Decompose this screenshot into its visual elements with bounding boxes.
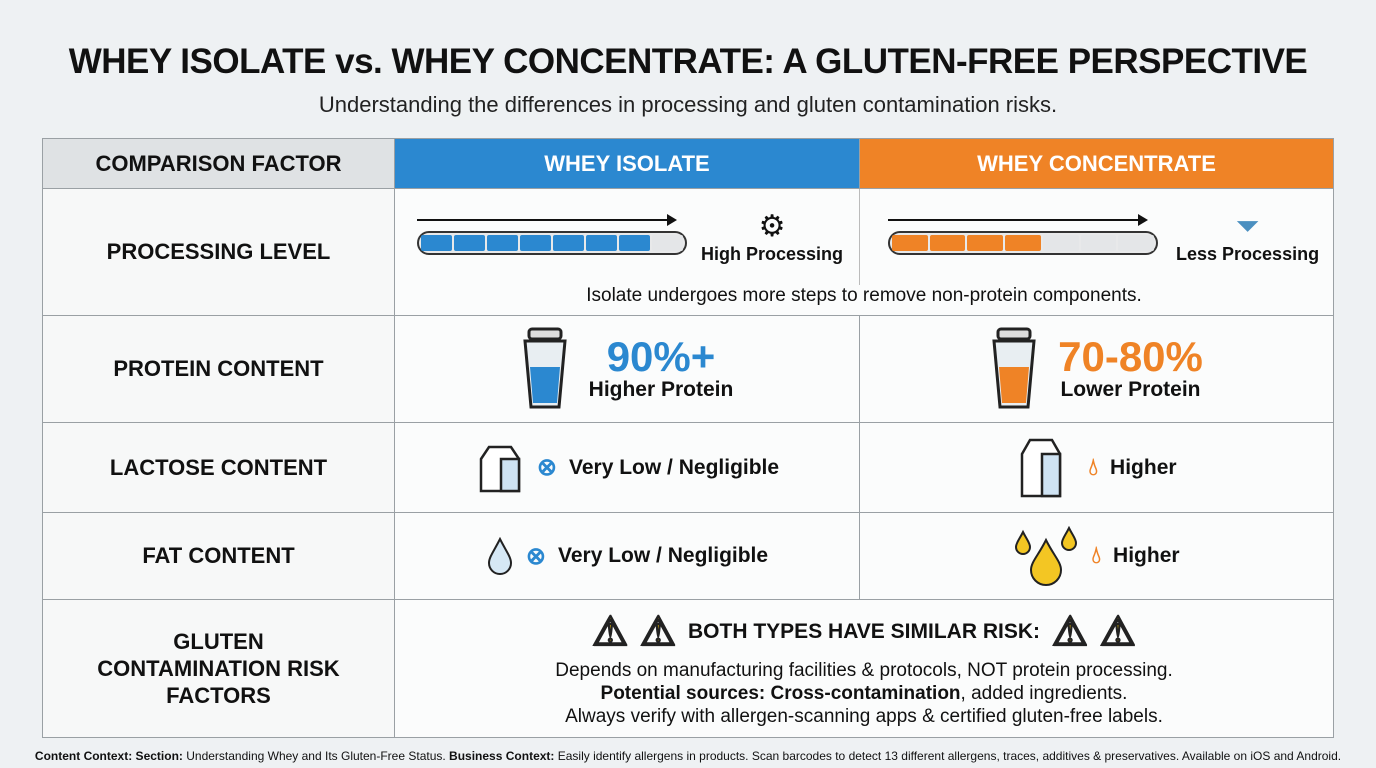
shaker-icon: [992, 327, 1036, 409]
risk-line-1: Depends on manufacturing facilities & pr…: [555, 660, 1173, 681]
progress-segment: [586, 235, 617, 251]
footer-text-business: Easily identify allergens in products. S…: [554, 749, 1342, 763]
risk-sources-bold: Potential sources: Cross-contamination: [600, 683, 961, 704]
concentrate-protein-text: Lower Protein: [1060, 378, 1201, 401]
isolate-processing-bar: [417, 231, 687, 255]
risk-line-3: Always verify with allergen-scanning app…: [565, 706, 1163, 727]
droplet-icon: 💧︎: [1091, 542, 1102, 569]
concentrate-lactose-text: Higher: [1110, 455, 1177, 479]
isolate-protein-text: Higher Protein: [588, 378, 734, 401]
droplet-icon: 💧︎: [1088, 453, 1099, 481]
x-circle-icon: ⊗: [525, 542, 547, 570]
concentrate-protein-value: 70-80%: [1058, 333, 1203, 380]
warning-icon: ⚠: [1099, 610, 1136, 655]
isolate-lactose-text: Very Low / Negligible: [569, 455, 780, 479]
factor-label: FAT CONTENT: [42, 512, 395, 600]
processing-note: Isolate undergoes more steps to remove n…: [586, 285, 1142, 306]
footer-label-content: Content Context: Section:: [34, 749, 183, 763]
page-subtitle: Understanding the differences in process…: [318, 92, 1058, 117]
factor-label: PROCESSING LEVEL: [42, 188, 395, 316]
progress-segment: [454, 235, 485, 251]
isolate-protein-value: 90%+: [606, 333, 716, 380]
progress-segment: [619, 235, 650, 251]
progress-segment: [487, 235, 518, 251]
progress-segment: [892, 235, 928, 251]
factor-label: GLUTEN CONTAMINATION RISK FACTORS: [42, 599, 395, 738]
progress-segment: [520, 235, 551, 251]
footer: Content Context: Section: Understanding …: [0, 749, 1376, 763]
header-concentrate: WHEY CONCENTRATE: [859, 138, 1334, 189]
concentrate-fat-text: Higher: [1113, 544, 1180, 567]
factor-label: LACTOSE CONTENT: [42, 422, 395, 513]
funnel-icon: ⏷: [1235, 209, 1260, 243]
milk-carton-icon: [479, 445, 521, 492]
progress-segment: [421, 235, 452, 251]
progress-segment: [1118, 235, 1155, 251]
droplet-icon: [487, 537, 512, 575]
row-fat: FAT CONTENT ⊗ Very Low / Negligible 💧︎ Hig…: [42, 512, 1334, 600]
progress-segment: [967, 235, 1004, 251]
concentrate-processing-text: Less Processing: [1176, 243, 1320, 264]
concentrate-processing-bar: [888, 231, 1158, 255]
progress-segment: [1005, 235, 1041, 251]
progress-segment: [1080, 235, 1117, 251]
milk-carton-icon: [1021, 438, 1062, 497]
row-processing: PROCESSING LEVEL ⚙ High Processing ⏷ Less …: [42, 188, 1334, 316]
footer-label-business: Business Context:: [445, 749, 555, 763]
risk-heading: BOTH TYPES HAVE SIMILAR RISK:: [688, 620, 1040, 643]
shaker-icon: [523, 327, 567, 409]
row-protein: PROTEIN CONTENT 90%+ Higher Protein 70-80…: [42, 315, 1334, 423]
page-title: WHEY ISOLATE vs. WHEY CONCENTRATE: A GLU…: [68, 42, 1308, 81]
progress-segment: [652, 235, 683, 251]
gear-process-icon: ⚙: [758, 210, 786, 243]
header-factor: COMPARISON FACTOR: [42, 138, 395, 189]
row-lactose: LACTOSE CONTENT ⊗ Very Low / Negligible 💧…: [42, 422, 1334, 513]
header-isolate: WHEY ISOLATE: [394, 138, 860, 189]
progress-segment: [1042, 235, 1079, 251]
risk-sources-rest: , added ingredients.: [960, 683, 1128, 704]
warning-icon: ⚠: [592, 610, 629, 655]
footer-text-content: Understanding Whey and Its Gluten-Free S…: [182, 749, 446, 763]
warning-icon: ⚠: [640, 610, 677, 655]
row-gluten: GLUTEN CONTAMINATION RISK FACTORS ⚠ ⚠ BOTH…: [42, 599, 1334, 738]
progress-segment: [553, 235, 584, 251]
isolate-fat-text: Very Low / Negligible: [558, 544, 769, 567]
oil-drops-icon: [1015, 526, 1078, 586]
isolate-processing-text: High Processing: [701, 244, 844, 264]
progress-segment: [929, 235, 966, 251]
factor-label: PROTEIN CONTENT: [42, 315, 395, 423]
x-circle-icon: ⊗: [536, 454, 558, 481]
warning-icon: ⚠: [1051, 610, 1088, 655]
comparison-table: COMPARISON FACTOR WHEY ISOLATE WHEY CONC…: [42, 138, 1334, 738]
